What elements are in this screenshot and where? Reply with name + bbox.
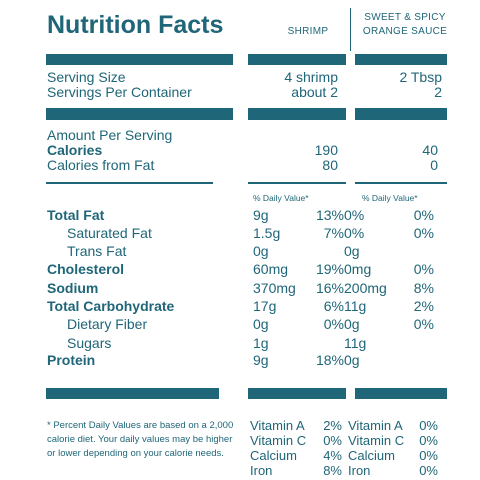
nutrient-amount-shrimp: 60mg: [253, 261, 289, 277]
divider-bar: [46, 54, 233, 65]
nutrient-label: Protein: [47, 352, 96, 368]
nutrient-dv-sauce: 2%: [413, 298, 434, 314]
divider-bar: [355, 388, 447, 399]
amount-per-serving-label: Amount Per Serving: [47, 127, 173, 143]
vitamin-dv-sauce: 0%: [419, 448, 438, 463]
divider-bar: [248, 108, 346, 120]
vitamin-dv-sauce: 0%: [419, 463, 438, 478]
divider-bar: [248, 54, 346, 65]
vitamin-dv-sauce: 0%: [419, 433, 438, 448]
divider-bar: [355, 54, 447, 65]
nutrient-amount-sauce: 0g: [344, 352, 360, 368]
nutrient-dv-shrimp: 0%: [323, 316, 344, 332]
nutrient-dv-sauce: 0%: [413, 261, 434, 277]
nutrient-amount-sauce: 0g: [344, 316, 360, 332]
vitamin-label-sauce: Calcium: [348, 448, 395, 463]
vitamin-label-shrimp: Iron: [250, 463, 273, 478]
vitamin-dv-shrimp: 8%: [323, 463, 342, 478]
servings-per-container-sauce: 2: [434, 84, 442, 100]
nutrient-label: Sugars: [67, 335, 112, 351]
nutrient-amount-shrimp: 1g: [253, 335, 269, 351]
nutrient-label: Sodium: [47, 280, 99, 296]
servings-per-container-shrimp: about 2: [291, 84, 338, 100]
nutrient-dv-sauce: 0%: [413, 225, 434, 241]
vitamin-label-shrimp: Vitamin C: [250, 433, 307, 448]
daily-value-footnote: * Percent Daily Values are based on a 2,…: [47, 420, 234, 459]
serving-size-label: Serving Size: [47, 69, 126, 85]
nutrient-dv-sauce: 8%: [413, 280, 434, 296]
nutrient-amount-shrimp: 0g: [253, 316, 269, 332]
serving-size-shrimp: 4 shrimp: [284, 69, 338, 85]
nutrient-dv-shrimp: 19%: [315, 261, 344, 277]
divider-line: [248, 182, 346, 184]
calories-shrimp: 190: [314, 142, 338, 158]
vitamin-label-shrimp: Vitamin A: [250, 418, 305, 433]
label-title: Nutrition Facts: [47, 11, 224, 39]
vitamin-label-sauce: Vitamin C: [348, 433, 405, 448]
nutrient-amount-shrimp: 1.5g: [253, 225, 281, 241]
nutrient-dv-shrimp: 18%: [315, 352, 344, 368]
calories-from-fat-label: Calories from Fat: [47, 157, 155, 173]
nutrient-amount-sauce: 11g: [344, 335, 367, 351]
nutrient-amount-shrimp: 370mg: [253, 280, 296, 296]
daily-value-header-shrimp: % Daily Value*: [253, 193, 309, 203]
divider-bar: [46, 108, 233, 120]
daily-value-header-sauce: % Daily Value*: [362, 193, 418, 203]
divider-line: [46, 182, 213, 184]
column-header-shrimp: SHRIMP: [287, 26, 329, 37]
nutrient-dv-shrimp: 7%: [323, 225, 344, 241]
calories-from-fat-sauce: 0: [430, 157, 438, 173]
calories-from-fat-shrimp: 80: [322, 157, 338, 173]
servings-per-container-label: Servings Per Container: [47, 84, 192, 100]
vitamin-dv-sauce: 0%: [419, 418, 438, 433]
nutrient-label: Saturated Fat: [67, 225, 152, 241]
divider-line: [355, 182, 447, 184]
nutrient-amount-sauce: 0g: [344, 243, 360, 259]
nutrient-amount-sauce: 0%: [344, 207, 365, 223]
nutrient-dv-shrimp: 13%: [315, 207, 344, 223]
vitamin-label-sauce: Iron: [348, 463, 371, 478]
divider-bar: [46, 388, 219, 399]
nutrient-dv-shrimp: 16%: [315, 280, 344, 296]
nutrient-dv-shrimp: 6%: [323, 298, 344, 314]
nutrient-label: Dietary Fiber: [67, 316, 148, 332]
nutrient-amount-shrimp: 17g: [253, 298, 277, 314]
nutrient-amount-sauce: 0mg: [344, 261, 372, 277]
calories-sauce: 40: [422, 142, 438, 158]
nutrient-dv-sauce: 0%: [413, 207, 434, 223]
serving-size-sauce: 2 Tbsp: [399, 69, 442, 85]
nutrient-label: Cholesterol: [47, 261, 125, 277]
column-divider-top: [350, 8, 351, 51]
divider-bar: [248, 388, 346, 399]
nutrient-amount-sauce: 11g: [344, 298, 367, 314]
nutrient-label: Total Fat: [47, 207, 105, 223]
divider-bar: [355, 108, 447, 120]
vitamin-dv-shrimp: 2%: [323, 418, 342, 433]
nutrient-label: Trans Fat: [67, 243, 127, 259]
vitamin-dv-shrimp: 4%: [323, 448, 342, 463]
nutrient-amount-sauce: 0%: [344, 225, 365, 241]
nutrient-amount-shrimp: 9g: [253, 207, 269, 223]
nutrient-label: Total Carbohydrate: [47, 298, 175, 314]
vitamin-label-sauce: Vitamin A: [348, 418, 403, 433]
nutrient-amount-sauce: 200mg: [344, 280, 387, 296]
column-header-sauce-line2: ORANGE SAUCE: [362, 26, 448, 37]
nutrient-amount-shrimp: 9g: [253, 352, 269, 368]
nutrient-amount-shrimp: 0g: [253, 243, 269, 259]
column-header-sauce-line1: SWEET & SPICY: [364, 12, 446, 23]
nutrient-dv-sauce: 0%: [413, 316, 434, 332]
vitamin-label-shrimp: Calcium: [250, 448, 297, 463]
vitamin-dv-shrimp: 0%: [323, 433, 342, 448]
calories-label: Calories: [47, 142, 103, 158]
